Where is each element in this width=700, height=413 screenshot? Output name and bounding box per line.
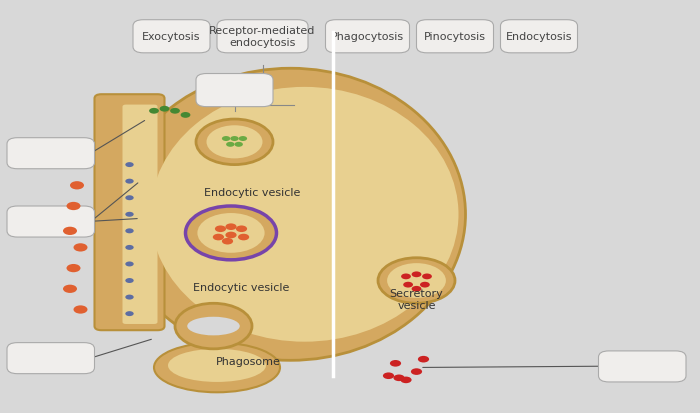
FancyBboxPatch shape	[196, 74, 273, 107]
Circle shape	[125, 295, 134, 300]
Circle shape	[74, 306, 88, 314]
Ellipse shape	[116, 69, 466, 361]
Circle shape	[206, 126, 262, 159]
Circle shape	[196, 120, 273, 165]
Circle shape	[420, 282, 430, 288]
Circle shape	[63, 285, 77, 293]
Circle shape	[125, 229, 134, 234]
Circle shape	[225, 232, 237, 239]
FancyBboxPatch shape	[122, 105, 158, 324]
Circle shape	[225, 224, 237, 230]
Circle shape	[125, 311, 134, 316]
FancyBboxPatch shape	[94, 95, 164, 330]
Text: Exocytosis: Exocytosis	[142, 32, 201, 42]
Circle shape	[66, 264, 80, 273]
Circle shape	[186, 206, 276, 260]
Circle shape	[411, 368, 422, 375]
Circle shape	[63, 227, 77, 235]
Text: Receptor-mediated
endocytosis: Receptor-mediated endocytosis	[209, 26, 316, 48]
Circle shape	[387, 263, 446, 298]
Circle shape	[238, 234, 249, 241]
Circle shape	[70, 182, 84, 190]
FancyBboxPatch shape	[7, 138, 94, 169]
Circle shape	[226, 142, 234, 147]
Circle shape	[401, 274, 411, 280]
Circle shape	[125, 163, 134, 168]
Circle shape	[197, 214, 265, 253]
Text: Endocytic vesicle: Endocytic vesicle	[204, 187, 300, 197]
FancyBboxPatch shape	[326, 21, 409, 54]
Ellipse shape	[168, 349, 266, 382]
FancyBboxPatch shape	[598, 351, 686, 382]
Circle shape	[236, 226, 247, 233]
Circle shape	[125, 278, 134, 283]
Circle shape	[230, 137, 239, 142]
FancyBboxPatch shape	[133, 21, 210, 54]
FancyBboxPatch shape	[500, 21, 578, 54]
FancyBboxPatch shape	[7, 343, 94, 374]
Text: Pinocytosis: Pinocytosis	[424, 32, 486, 42]
Circle shape	[222, 137, 230, 142]
Circle shape	[170, 109, 180, 114]
Circle shape	[412, 272, 421, 278]
Circle shape	[149, 109, 159, 114]
Circle shape	[378, 258, 455, 304]
Circle shape	[222, 238, 233, 245]
Circle shape	[213, 234, 224, 241]
Circle shape	[125, 245, 134, 250]
Text: Endocytosis: Endocytosis	[505, 32, 573, 42]
Circle shape	[403, 282, 413, 288]
Circle shape	[383, 373, 394, 379]
Circle shape	[422, 274, 432, 280]
Text: Secretory
vesicle: Secretory vesicle	[390, 289, 443, 310]
Circle shape	[390, 360, 401, 367]
FancyBboxPatch shape	[7, 206, 94, 237]
Ellipse shape	[154, 343, 280, 392]
Circle shape	[74, 244, 88, 252]
Circle shape	[175, 304, 252, 349]
Circle shape	[181, 113, 190, 119]
Text: Endocytic vesicle: Endocytic vesicle	[193, 282, 290, 292]
Circle shape	[400, 377, 412, 383]
Circle shape	[215, 226, 226, 233]
Circle shape	[393, 375, 405, 381]
Circle shape	[125, 179, 134, 184]
Circle shape	[125, 212, 134, 217]
Circle shape	[125, 262, 134, 267]
Circle shape	[239, 137, 247, 142]
Circle shape	[125, 196, 134, 201]
Text: Phagosome: Phagosome	[216, 356, 281, 366]
Circle shape	[234, 142, 243, 147]
FancyBboxPatch shape	[217, 21, 308, 54]
Circle shape	[418, 356, 429, 363]
FancyBboxPatch shape	[416, 21, 494, 54]
Ellipse shape	[150, 88, 459, 342]
Circle shape	[160, 107, 169, 112]
Circle shape	[412, 286, 421, 292]
Ellipse shape	[188, 317, 239, 335]
Text: Phagocytosis: Phagocytosis	[331, 32, 404, 42]
Circle shape	[66, 202, 80, 211]
